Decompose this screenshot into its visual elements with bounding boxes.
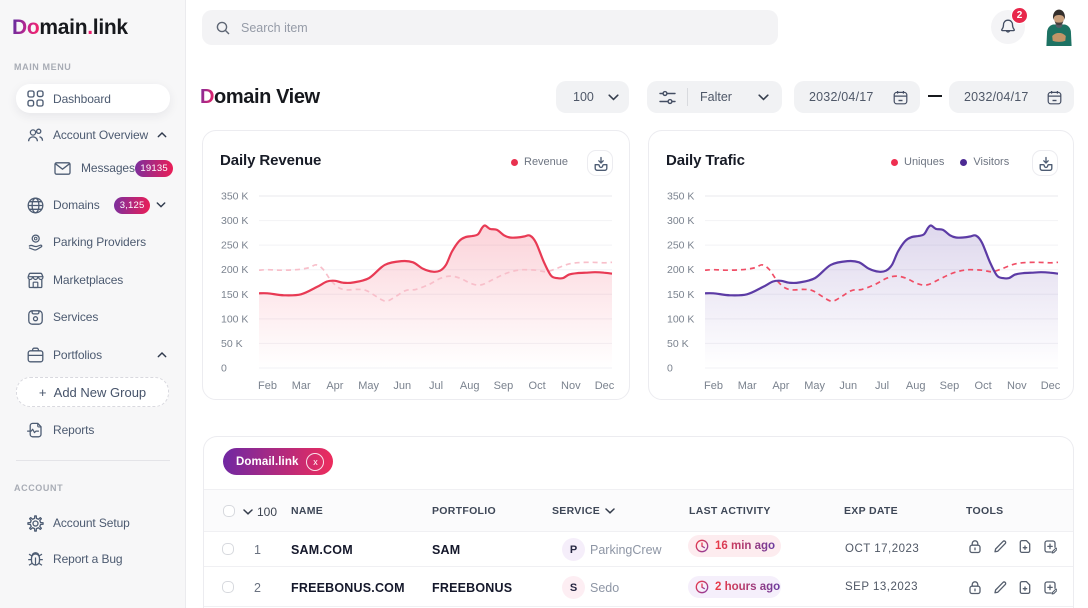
svg-text:150 K: 150 K	[221, 289, 248, 301]
svg-text:250 K: 250 K	[221, 240, 248, 252]
svg-text:150 K: 150 K	[667, 289, 694, 301]
svg-text:Feb: Feb	[704, 380, 723, 392]
svg-text:Nov: Nov	[1007, 380, 1027, 392]
svg-text:Aug: Aug	[460, 380, 480, 392]
svg-text:Dec: Dec	[1041, 380, 1061, 392]
svg-text:350 K: 350 K	[667, 191, 694, 203]
svg-text:Oct: Oct	[975, 380, 992, 392]
svg-text:250 K: 250 K	[667, 240, 694, 252]
svg-text:Apr: Apr	[326, 380, 343, 392]
svg-text:Mar: Mar	[292, 380, 311, 392]
svg-text:Sep: Sep	[940, 380, 960, 392]
svg-text:Apr: Apr	[772, 380, 789, 392]
svg-text:Nov: Nov	[561, 380, 581, 392]
svg-text:100 K: 100 K	[221, 313, 248, 325]
svg-text:Mar: Mar	[738, 380, 757, 392]
svg-text:300 K: 300 K	[667, 215, 694, 227]
svg-text:0: 0	[221, 363, 227, 375]
svg-text:200 K: 200 K	[667, 264, 694, 276]
svg-text:Jul: Jul	[429, 380, 443, 392]
svg-text:350 K: 350 K	[221, 191, 248, 203]
svg-text:Jun: Jun	[839, 380, 857, 392]
svg-text:Feb: Feb	[258, 380, 277, 392]
svg-text:Jun: Jun	[393, 380, 411, 392]
svg-text:Aug: Aug	[906, 380, 926, 392]
svg-text:Sep: Sep	[494, 380, 514, 392]
svg-text:Oct: Oct	[529, 380, 546, 392]
svg-text:50 K: 50 K	[667, 338, 689, 350]
svg-text:300 K: 300 K	[221, 215, 248, 227]
svg-text:200 K: 200 K	[221, 264, 248, 276]
svg-text:Dec: Dec	[595, 380, 615, 392]
svg-text:0: 0	[667, 363, 673, 375]
svg-text:50 K: 50 K	[221, 338, 243, 350]
svg-text:100 K: 100 K	[667, 313, 694, 325]
svg-text:May: May	[358, 380, 379, 392]
svg-text:Jul: Jul	[875, 380, 889, 392]
svg-text:May: May	[804, 380, 825, 392]
